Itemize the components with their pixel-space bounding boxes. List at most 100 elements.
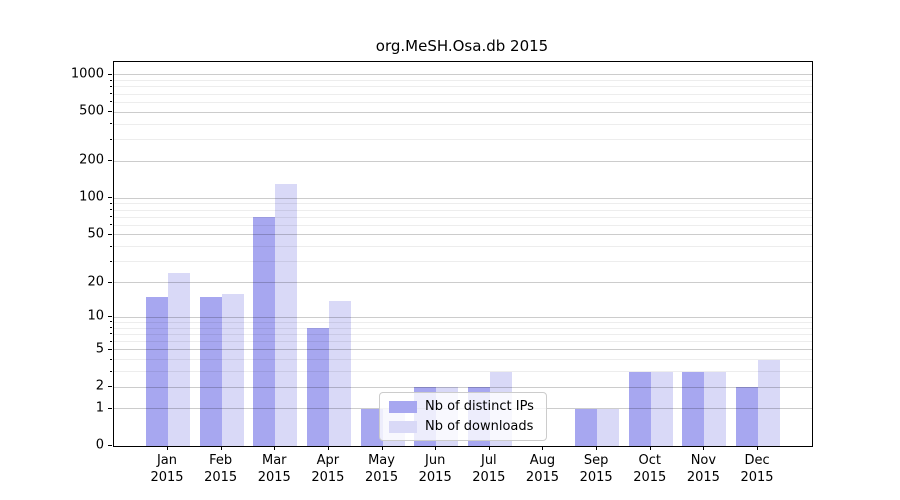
y-tick-mark-2 bbox=[108, 386, 112, 387]
gridline-y-minor-9 bbox=[114, 321, 812, 323]
y-tick-label-1000: 1000 bbox=[70, 66, 104, 82]
bar-ips-nov bbox=[682, 371, 705, 446]
y-tick-mark-200 bbox=[108, 160, 112, 162]
x-tick-label-feb: Feb 2015 bbox=[204, 453, 238, 485]
x-tick-label-apr: Apr 2015 bbox=[311, 453, 345, 485]
bar-downloads-jan bbox=[168, 273, 190, 446]
gridline-y-minor-40 bbox=[114, 246, 812, 248]
y-tick-label-0: 0 bbox=[95, 437, 104, 453]
x-tick-label-jun: Jun 2015 bbox=[418, 453, 452, 485]
x-tick-mark-dec bbox=[757, 446, 759, 450]
y-minor-tick-mark-80 bbox=[110, 209, 112, 211]
x-tick-label-nov: Nov 2015 bbox=[686, 453, 720, 485]
bar-downloads-apr bbox=[328, 300, 351, 446]
bar-downloads-mar bbox=[275, 184, 298, 446]
bar-ips-sep bbox=[575, 408, 598, 446]
x-tick-mark-jan bbox=[167, 446, 168, 450]
y-tick-mark-50 bbox=[108, 233, 112, 235]
legend: Nb of distinct IPs Nb of downloads bbox=[379, 392, 547, 441]
gridline-y-minor-4 bbox=[114, 359, 812, 361]
y-tick-mark-1000 bbox=[108, 73, 112, 75]
bar-ips-may bbox=[360, 408, 383, 446]
x-tick-mark-oct bbox=[649, 446, 651, 450]
y-tick-mark-500 bbox=[108, 111, 112, 113]
y-minor-tick-mark-4 bbox=[110, 358, 112, 360]
x-tick-mark-sep bbox=[596, 446, 598, 450]
bar-downloads-oct bbox=[650, 371, 673, 446]
y-minor-tick-mark-700 bbox=[110, 93, 112, 95]
legend-row-downloads: Nb of downloads bbox=[389, 419, 537, 434]
gridline-y-10 bbox=[114, 316, 812, 318]
x-tick-label-jan: Jan 2015 bbox=[150, 453, 184, 485]
bar-downloads-nov bbox=[704, 371, 727, 446]
y-minor-tick-mark-600 bbox=[110, 101, 112, 103]
gridline-y-minor-60 bbox=[114, 224, 812, 226]
y-minor-tick-mark-800 bbox=[110, 85, 112, 87]
gridline-y-minor-90 bbox=[114, 203, 812, 205]
gridline-y-5 bbox=[114, 349, 812, 351]
y-tick-mark-1 bbox=[108, 407, 112, 409]
gridline-y-minor-30 bbox=[114, 261, 812, 263]
y-tick-label-100: 100 bbox=[79, 189, 104, 205]
bar-downloads-sep bbox=[597, 408, 620, 446]
gridline-y-minor-7 bbox=[114, 333, 812, 335]
gridline-y-minor-400 bbox=[114, 123, 812, 125]
bar-ips-apr bbox=[306, 328, 329, 446]
gridline-y-50 bbox=[114, 234, 812, 236]
chart-title: org.MeSH.Osa.db 2015 bbox=[375, 37, 549, 55]
y-minor-tick-mark-300 bbox=[110, 138, 112, 140]
y-minor-tick-mark-90 bbox=[110, 202, 112, 204]
legend-label-downloads: Nb of downloads bbox=[425, 419, 534, 434]
gridline-y-2 bbox=[114, 386, 812, 388]
x-tick-label-aug: Aug 2015 bbox=[525, 453, 560, 485]
y-tick-label-500: 500 bbox=[79, 103, 104, 119]
x-tick-mark-jun bbox=[435, 446, 437, 450]
x-tick-mark-apr bbox=[327, 446, 329, 450]
y-minor-tick-mark-9 bbox=[110, 321, 112, 323]
gridline-y-500 bbox=[114, 111, 812, 113]
y-minor-tick-mark-6 bbox=[110, 340, 112, 342]
gridline-y-minor-800 bbox=[114, 86, 812, 88]
x-tick-label-sep: Sep 2015 bbox=[579, 453, 613, 485]
y-tick-label-20: 20 bbox=[87, 274, 104, 289]
gridline-y-minor-900 bbox=[114, 80, 812, 82]
legend-swatch-downloads bbox=[389, 420, 417, 433]
y-tick-mark-5 bbox=[108, 348, 112, 350]
legend-swatch-distinct-ips bbox=[389, 400, 417, 413]
y-tick-mark-20 bbox=[108, 281, 112, 283]
legend-row-distinct-ips: Nb of distinct IPs bbox=[389, 399, 537, 414]
bar-downloads-feb bbox=[221, 293, 244, 446]
y-tick-mark-10 bbox=[108, 316, 112, 318]
y-minor-tick-mark-900 bbox=[110, 79, 112, 81]
x-tick-mark-feb bbox=[220, 446, 222, 450]
y-tick-mark-0 bbox=[108, 445, 112, 446]
y-minor-tick-mark-8 bbox=[110, 327, 112, 328]
gridline-y-minor-300 bbox=[114, 139, 812, 141]
gridline-y-minor-80 bbox=[114, 209, 812, 211]
y-tick-label-2: 2 bbox=[95, 378, 104, 394]
x-tick-mark-nov bbox=[703, 446, 705, 450]
y-tick-label-200: 200 bbox=[79, 152, 104, 168]
plot-area: Nb of distinct IPs Nb of downloads bbox=[113, 61, 813, 447]
bar-ips-feb bbox=[199, 297, 222, 446]
bar-ips-jan bbox=[146, 297, 168, 446]
gridline-y-minor-70 bbox=[114, 216, 812, 218]
bar-downloads-dec bbox=[758, 359, 781, 446]
legend-label-distinct-ips: Nb of distinct IPs bbox=[425, 399, 534, 414]
gridline-y-20 bbox=[114, 282, 812, 283]
y-minor-tick-mark-3 bbox=[110, 370, 112, 372]
y-tick-label-5: 5 bbox=[95, 341, 104, 357]
x-tick-mark-mar bbox=[274, 446, 276, 450]
gridline-y-100 bbox=[114, 197, 812, 199]
x-tick-label-may: May 2015 bbox=[365, 453, 399, 485]
x-tick-mark-aug bbox=[542, 446, 544, 450]
y-tick-label-1: 1 bbox=[95, 400, 104, 416]
gridline-y-minor-8 bbox=[114, 327, 812, 329]
x-tick-label-jul: Jul 2015 bbox=[472, 453, 506, 485]
gridline-y-1000 bbox=[114, 74, 812, 76]
gridline-y-minor-600 bbox=[114, 101, 812, 103]
y-tick-label-10: 10 bbox=[87, 308, 104, 324]
y-minor-tick-mark-40 bbox=[110, 245, 112, 247]
gridline-y-minor-700 bbox=[114, 93, 812, 95]
